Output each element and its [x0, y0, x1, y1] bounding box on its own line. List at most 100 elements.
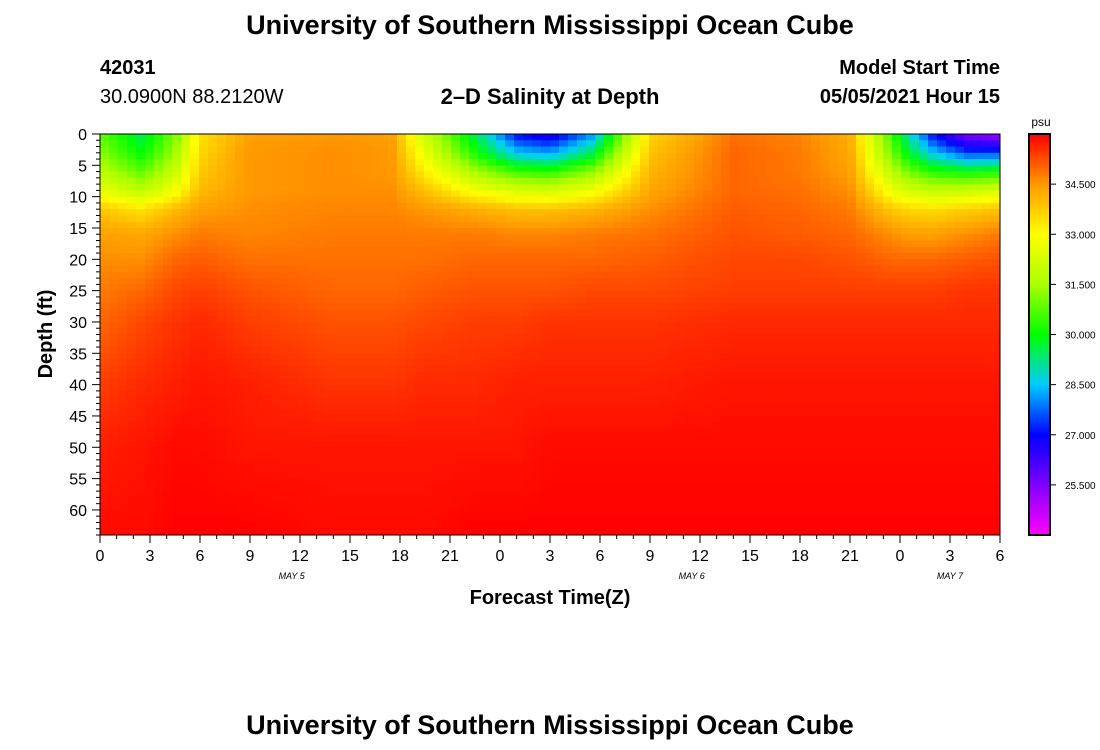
- heatmap-cell: [829, 190, 839, 198]
- heatmap-cell: [541, 340, 551, 348]
- heatmap-cell: [478, 184, 488, 191]
- salinity-heatmap: [100, 134, 1000, 535]
- heatmap-cell: [946, 296, 956, 304]
- heatmap-cell: [640, 415, 650, 423]
- heatmap-cell: [622, 384, 632, 392]
- heatmap-cell: [271, 390, 281, 398]
- heatmap-cell: [613, 390, 623, 398]
- heatmap-cell: [118, 278, 128, 285]
- heatmap-cell: [217, 359, 227, 367]
- heatmap-cell: [154, 202, 164, 210]
- heatmap-cell: [712, 209, 722, 217]
- heatmap-cell: [496, 328, 506, 336]
- heatmap-cell: [847, 309, 857, 317]
- heatmap-cell: [316, 409, 326, 417]
- heatmap-cell: [595, 296, 605, 304]
- heatmap-cell: [802, 303, 812, 311]
- heatmap-cell: [217, 434, 227, 442]
- heatmap-cell: [676, 422, 686, 430]
- heatmap-cell: [451, 246, 461, 254]
- heatmap-cell: [541, 365, 551, 373]
- heatmap-cell: [505, 152, 515, 160]
- heatmap-cell: [649, 296, 659, 304]
- heatmap-cell: [640, 334, 650, 342]
- heatmap-cell: [316, 184, 326, 191]
- heatmap-cell: [631, 215, 641, 223]
- heatmap-cell: [928, 290, 938, 298]
- heatmap-cell: [775, 334, 785, 342]
- heatmap-cell: [640, 134, 650, 141]
- heatmap-cell: [838, 202, 848, 210]
- heatmap-cell: [451, 309, 461, 317]
- heatmap-cell: [172, 328, 182, 336]
- heatmap-cell: [622, 271, 632, 279]
- heatmap-cell: [289, 390, 299, 398]
- heatmap-cell: [865, 340, 875, 348]
- heatmap-cell: [568, 234, 578, 242]
- heatmap-cell: [775, 259, 785, 267]
- heatmap-cell: [802, 177, 812, 185]
- heatmap-cell: [640, 290, 650, 298]
- heatmap-cell: [937, 140, 947, 148]
- heatmap-cell: [226, 353, 236, 361]
- heatmap-cell: [325, 190, 335, 198]
- heatmap-cell: [424, 234, 434, 242]
- heatmap-cell: [505, 202, 515, 210]
- heatmap-cell: [622, 428, 632, 436]
- heatmap-cell: [532, 353, 542, 361]
- heatmap-cell: [271, 246, 281, 254]
- heatmap-cell: [757, 359, 767, 367]
- heatmap-cell: [982, 177, 992, 185]
- heatmap-cell: [406, 390, 416, 398]
- heatmap-cell: [973, 284, 983, 292]
- heatmap-cell: [118, 196, 128, 204]
- heatmap-cell: [847, 234, 857, 242]
- heatmap-cell: [676, 347, 686, 354]
- heatmap-cell: [163, 209, 173, 217]
- heatmap-cell: [703, 441, 713, 448]
- heatmap-cell: [919, 215, 929, 223]
- heatmap-cell: [694, 384, 704, 392]
- heatmap-cell: [163, 359, 173, 367]
- heatmap-cell: [793, 353, 803, 361]
- heatmap-cell: [991, 227, 1000, 235]
- heatmap-cell: [163, 434, 173, 442]
- heatmap-cell: [397, 202, 407, 210]
- heatmap-cell: [163, 165, 173, 173]
- heatmap-cell: [226, 159, 236, 166]
- heatmap-cell: [892, 165, 902, 173]
- heatmap-cell: [370, 146, 380, 154]
- heatmap-cell: [460, 328, 470, 336]
- heatmap-cell: [748, 209, 758, 217]
- heatmap-cell: [496, 303, 506, 311]
- heatmap-cell: [757, 353, 767, 361]
- heatmap-cell: [865, 209, 875, 217]
- heatmap-cell: [685, 290, 695, 298]
- heatmap-cell: [550, 441, 560, 448]
- heatmap-cell: [316, 146, 326, 154]
- heatmap-cell: [433, 234, 443, 242]
- heatmap-cell: [559, 296, 569, 304]
- heatmap-cell: [928, 365, 938, 373]
- heatmap-cell: [739, 340, 749, 348]
- heatmap-cell: [217, 334, 227, 342]
- heatmap-cell: [271, 202, 281, 210]
- heatmap-cell: [244, 259, 254, 267]
- heatmap-cell: [388, 315, 398, 323]
- heatmap-cell: [145, 227, 155, 235]
- heatmap-cell: [361, 422, 371, 430]
- heatmap-cell: [604, 434, 614, 442]
- heatmap-cell: [289, 240, 299, 248]
- heatmap-cell: [874, 372, 884, 379]
- heatmap-cell: [622, 159, 632, 166]
- heatmap-cell: [199, 165, 209, 173]
- heatmap-cell: [469, 340, 479, 348]
- heatmap-cell: [352, 259, 362, 267]
- heatmap-cell: [991, 340, 1000, 348]
- heatmap-cell: [658, 202, 668, 210]
- heatmap-cell: [271, 152, 281, 160]
- heatmap-cell: [226, 290, 236, 298]
- heatmap-cell: [793, 390, 803, 398]
- heatmap-cell: [253, 209, 263, 217]
- heatmap-cell: [118, 240, 128, 248]
